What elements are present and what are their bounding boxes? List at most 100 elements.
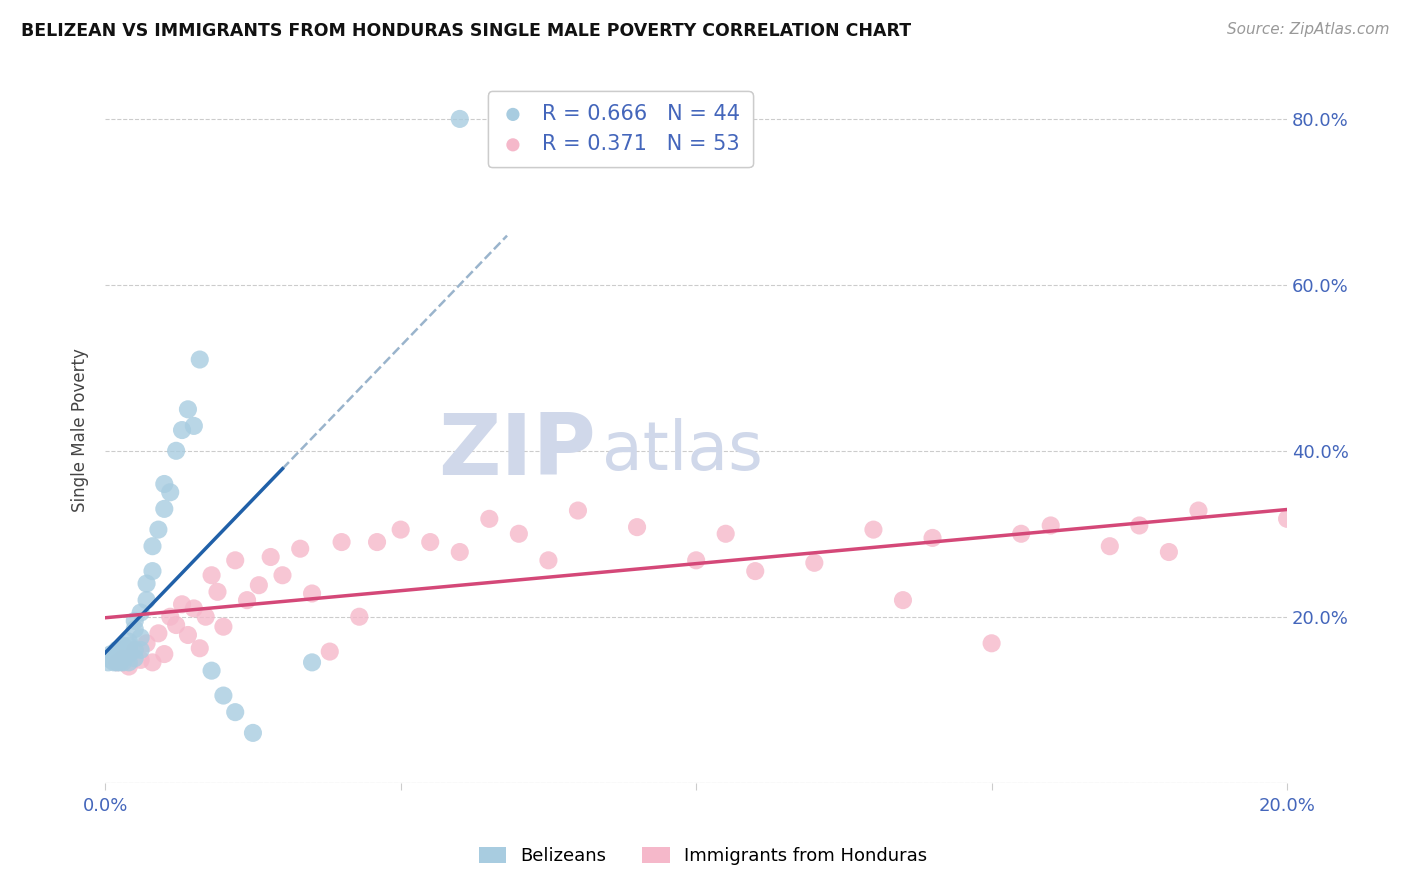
Point (148, 626, 170, 640)
Point (301, 656, 323, 670)
Point (118, 647, 141, 661)
Y-axis label: Single Male Poverty: Single Male Poverty (72, 348, 89, 512)
Point (224, 553, 246, 567)
Point (97, 656, 120, 670)
Point (129, 643, 152, 657)
Point (1275, 512, 1298, 526)
Point (170, 423, 193, 437)
Point (111, 639, 134, 653)
Point (200, 664, 222, 678)
Point (290, 541, 312, 556)
Point (1187, 503, 1209, 517)
Point (301, 586, 323, 600)
Point (419, 535, 441, 549)
Point (212, 689, 235, 703)
Point (188, 641, 211, 656)
Point (183, 418, 205, 433)
Point (1098, 539, 1121, 553)
Point (891, 593, 914, 607)
Point (177, 628, 200, 642)
Point (111, 656, 134, 670)
Point (200, 568, 222, 582)
Point (124, 614, 146, 628)
Point (159, 609, 181, 624)
Point (626, 520, 648, 534)
Point (183, 601, 205, 615)
Point (118, 639, 141, 653)
Point (153, 501, 176, 516)
Point (153, 647, 176, 661)
Point (177, 402, 200, 417)
Point (170, 597, 193, 611)
Point (319, 644, 342, 658)
Point (105, 643, 128, 657)
Point (212, 620, 235, 634)
Point (803, 556, 825, 570)
Point (165, 443, 187, 458)
Point (135, 593, 157, 607)
Point (247, 578, 270, 592)
Point (1010, 526, 1032, 541)
Point (135, 636, 157, 650)
Point (124, 643, 146, 657)
Point (165, 618, 187, 632)
Point (271, 568, 294, 582)
Legend: Belizeans, Immigrants from Honduras: Belizeans, Immigrants from Honduras (471, 839, 935, 872)
Point (118, 634, 141, 648)
Point (159, 485, 181, 500)
Point (744, 564, 766, 578)
Text: Source: ZipAtlas.com: Source: ZipAtlas.com (1226, 22, 1389, 37)
Point (124, 643, 146, 657)
Point (111, 647, 134, 661)
Point (141, 656, 163, 670)
Point (449, 112, 471, 126)
Point (862, 523, 884, 537)
Point (124, 622, 146, 636)
Point (1157, 545, 1180, 559)
Point (100, 653, 122, 667)
Point (260, 549, 283, 564)
Point (129, 631, 152, 645)
Point (537, 553, 560, 567)
Point (118, 659, 141, 673)
Point (129, 606, 152, 620)
Point (685, 553, 707, 567)
Point (508, 526, 530, 541)
Point (366, 535, 388, 549)
Point (207, 585, 229, 599)
Point (921, 531, 943, 545)
Point (118, 643, 141, 657)
Point (389, 523, 412, 537)
Point (153, 477, 176, 491)
Point (349, 609, 371, 624)
Text: BELIZEAN VS IMMIGRANTS FROM HONDURAS SINGLE MALE POVERTY CORRELATION CHART: BELIZEAN VS IMMIGRANTS FROM HONDURAS SIN… (21, 22, 911, 40)
Point (124, 651, 146, 665)
Point (188, 352, 211, 367)
Point (105, 656, 128, 670)
Point (111, 643, 134, 657)
Point (108, 656, 131, 670)
Point (714, 526, 737, 541)
Point (224, 705, 246, 719)
Point (330, 535, 353, 549)
Point (567, 503, 589, 517)
Point (449, 545, 471, 559)
Point (111, 651, 134, 665)
Text: atlas: atlas (602, 418, 762, 484)
Point (129, 653, 152, 667)
Point (1128, 518, 1150, 533)
Legend: R = 0.666   N = 44, R = 0.371   N = 53: R = 0.666 N = 44, R = 0.371 N = 53 (488, 91, 752, 167)
Point (1039, 518, 1062, 533)
Point (194, 609, 217, 624)
Point (100, 647, 122, 661)
Point (148, 523, 170, 537)
Text: ZIP: ZIP (437, 409, 596, 492)
Point (118, 656, 141, 670)
Point (141, 539, 163, 553)
Point (135, 576, 157, 591)
Point (141, 564, 163, 578)
Point (111, 651, 134, 665)
Point (980, 636, 1002, 650)
Point (105, 647, 128, 661)
Point (478, 512, 501, 526)
